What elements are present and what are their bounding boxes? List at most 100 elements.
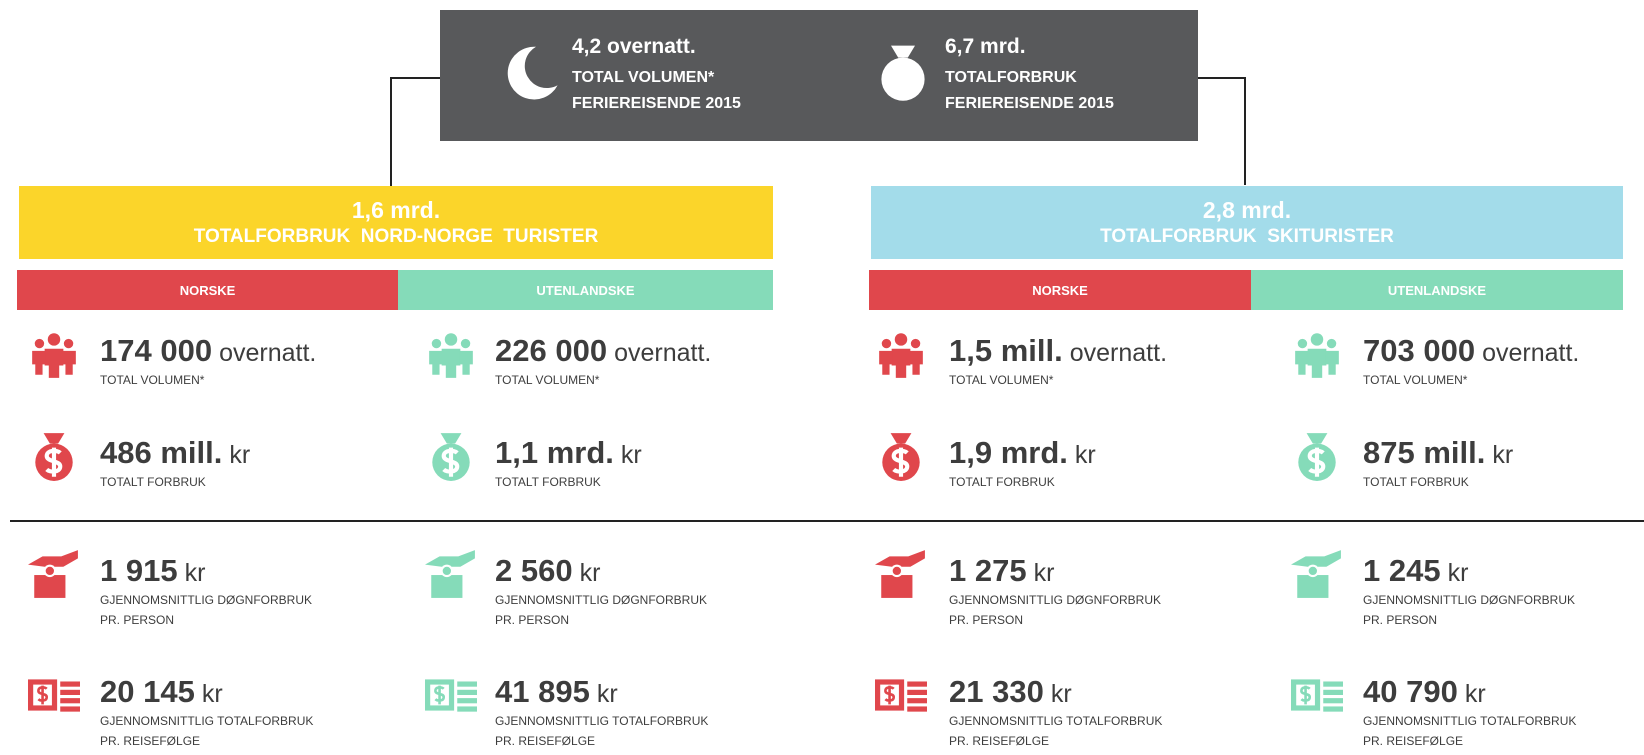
icon [500,42,560,102]
icon [873,42,933,102]
stat-unit: kr [1074,441,1096,469]
stat-unit: overnatt. [1069,339,1168,367]
stat-unit: overnatt. [614,339,712,367]
stat-label: TOTAL VOLUMEN* [495,373,600,387]
stat-value: 1 275 kr [949,554,1054,590]
stat-unit: kr [620,441,642,469]
stat-number: 226 000 [495,333,608,368]
stat-label: PR. PERSON [495,613,570,627]
icon [875,669,927,721]
stat-label: PR. REISEFØLGE [949,734,1050,748]
stat-number: 41 895 [495,674,590,709]
group-label: UTENLANDSKE [1387,282,1487,298]
stat-label: GJENNOMSNITTLIG DØGNFORBRUK [495,593,708,607]
stat-value: 486 mill. kr [100,436,250,472]
group-label: NORSKE [179,282,236,298]
stat-number: 486 mill. [100,435,223,470]
stat-value: 21 330 kr [949,675,1072,711]
section-title: TOTALFORBRUK SKITURISTER [1100,225,1394,247]
stat-value: 1,9 mrd. kr [949,436,1096,472]
stat-unit: kr [229,441,251,469]
stat-number: 1,1 mrd. [495,435,614,470]
group-label: NORSKE [1032,282,1088,298]
stat-unit: kr [1033,559,1055,587]
stat-label: PR. REISEFØLGE [1363,734,1464,748]
header-line: TOTAL VOLUMEN* [572,69,715,86]
stat-label: GJENNOMSNITTLIG DØGNFORBRUK [1363,593,1576,607]
stat-label: TOTALT FORBRUK [100,475,206,489]
stat-label: TOTALT FORBRUK [495,475,601,489]
section-header: 2,8 mrd. TOTALFORBRUK SKITURISTER [871,186,1623,259]
stat-label: GJENNOMSNITTLIG DØGNFORBRUK [100,593,313,607]
stat-label: PR. PERSON [949,613,1024,627]
icon [425,430,477,482]
stat-label: TOTALT FORBRUK [1363,475,1469,489]
stat-label: GJENNOMSNITTLIG TOTALFORBRUK [949,714,1163,728]
stat-value: 1 245 kr [1363,554,1468,590]
header-line: FERIEREISENDE 2015 [945,95,1114,112]
icon [1291,548,1343,600]
icon [425,328,477,380]
icon [28,548,80,600]
stat-value: 40 790 kr [1363,675,1486,711]
icon [875,430,927,482]
stat-number: 2 560 [495,553,573,588]
stat-value: 41 895 kr [495,675,618,711]
stat-unit: kr [1464,680,1486,708]
section-value: 2,8 mrd. [1202,196,1292,223]
header-value: 6,7 mrd. [945,35,1026,58]
stat-value: 703 000 overnatt. [1363,334,1579,370]
icon [1291,328,1343,380]
group-header: NORSKE [869,270,1251,310]
stat-number: 174 000 [100,333,213,368]
stat-unit: kr [184,559,206,587]
group-header: UTENLANDSKE [398,270,773,310]
stat-value: 1 915 kr [100,554,205,590]
stat-label: GJENNOMSNITTLIG TOTALFORBRUK [100,714,314,728]
stat-unit: overnatt. [1482,339,1580,367]
stat-unit: overnatt. [219,339,317,367]
stat-label: GJENNOMSNITTLIG TOTALFORBRUK [1363,714,1577,728]
header-line: FERIEREISENDE 2015 [572,95,741,112]
stat-value: 1,1 mrd. kr [495,436,642,472]
stat-label: PR. REISEFØLGE [100,734,201,748]
stat-value: 226 000 overnatt. [495,334,711,370]
icon [28,430,80,482]
stat-number: 40 790 [1363,674,1458,709]
stat-unit: kr [1050,680,1072,708]
stat-label: TOTALT FORBRUK [949,475,1055,489]
stat-unit: kr [579,559,601,587]
section-header: 1,6 mrd. TOTALFORBRUK NORD-NORGE TURISTER [19,186,773,259]
icon [1291,430,1343,482]
stat-number: 1 245 [1363,553,1441,588]
section-value: 1,6 mrd. [351,196,441,223]
icon [425,669,477,721]
stat-unit: kr [201,680,223,708]
icon [1291,669,1343,721]
stat-value: 875 mill. kr [1363,436,1513,472]
stat-label: GJENNOMSNITTLIG DØGNFORBRUK [949,593,1162,607]
stat-number: 875 mill. [1363,435,1486,470]
stat-number: 703 000 [1363,333,1476,368]
stat-number: 1 275 [949,553,1027,588]
header-value: 4,2 overnatt. [572,35,696,58]
icon [28,328,80,380]
stat-unit: kr [1447,559,1469,587]
section-title: TOTALFORBRUK NORD-NORGE TURISTER [193,225,599,247]
stat-label: GJENNOMSNITTLIG TOTALFORBRUK [495,714,709,728]
stat-label: PR. REISEFØLGE [495,734,596,748]
top-box [440,10,1198,141]
stat-label: PR. PERSON [100,613,175,627]
icon [875,548,927,600]
header-line: TOTALFORBRUK [945,69,1077,86]
stat-unit: kr [1492,441,1514,469]
group-label: UTENLANDSKE [536,282,635,298]
stat-number: 1,5 mill. [949,333,1063,368]
stat-label: TOTAL VOLUMEN* [100,373,205,387]
stat-number: 20 145 [100,674,195,709]
icon [28,669,80,721]
stat-number: 1 915 [100,553,178,588]
stat-label: TOTAL VOLUMEN* [1363,373,1468,387]
